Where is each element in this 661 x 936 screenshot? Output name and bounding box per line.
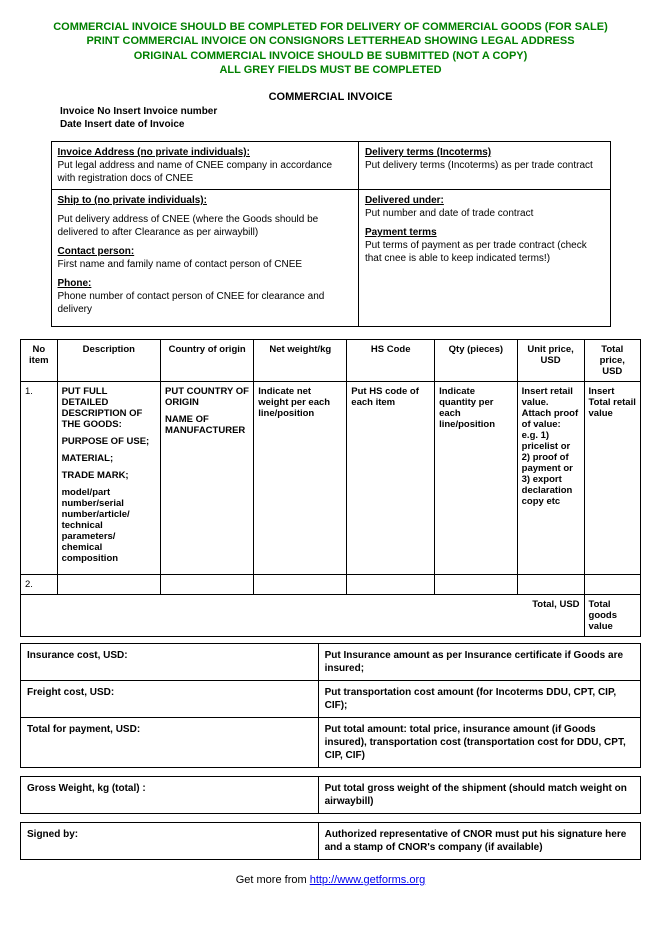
col-description: Description bbox=[57, 340, 160, 382]
header-line: ORIGINAL COMMERCIAL INVOICE SHOULD BE SU… bbox=[20, 49, 641, 63]
phone-heading: Phone: bbox=[58, 278, 92, 289]
ship-to-heading: Ship to (no private individuals): bbox=[58, 195, 207, 206]
footer: Get more from http://www.getforms.org bbox=[20, 874, 641, 886]
total-label: Total, USD bbox=[21, 595, 585, 637]
total-payment-label: Total for payment, USD: bbox=[21, 718, 319, 768]
info-table: Invoice Address (no private individuals)… bbox=[51, 141, 611, 327]
invoice-address-text: Put legal address and name of CNEE compa… bbox=[58, 160, 333, 184]
cell-no: 2. bbox=[21, 575, 58, 595]
signed-label: Signed by: bbox=[21, 823, 319, 860]
freight-label: Freight cost, USD: bbox=[21, 681, 319, 718]
cell-up: Insert retail value. Attach proof of val… bbox=[517, 382, 584, 575]
footer-prefix: Get more from bbox=[236, 874, 310, 886]
invoice-meta: Invoice No Insert Invoice number Date In… bbox=[60, 105, 641, 131]
cell-qty: Indicate quantity per each line/position bbox=[435, 382, 518, 575]
gross-weight-label: Gross Weight, kg (total) : bbox=[21, 777, 319, 814]
header-line: PRINT COMMERCIAL INVOICE ON CONSIGNORS L… bbox=[20, 34, 641, 48]
delivered-under-heading: Delivered under: bbox=[365, 195, 444, 206]
items-table: No item Description Country of origin Ne… bbox=[20, 339, 641, 637]
desc-line: PURPOSE OF USE; bbox=[62, 436, 156, 447]
footer-link[interactable]: http://www.getforms.org bbox=[310, 874, 426, 886]
total-value: Total goods value bbox=[584, 595, 640, 637]
col-total-price: Total price, USD bbox=[584, 340, 640, 382]
invoice-number-line: Invoice No Insert Invoice number bbox=[60, 105, 641, 118]
phone-text: Phone number of contact person of CNEE f… bbox=[58, 291, 325, 315]
col-net-weight: Net weight/kg bbox=[254, 340, 347, 382]
insurance-label: Insurance cost, USD: bbox=[21, 644, 319, 681]
col-country: Country of origin bbox=[161, 340, 254, 382]
payment-terms-text: Put terms of payment as per trade contra… bbox=[365, 240, 587, 264]
instructions-header: COMMERCIAL INVOICE SHOULD BE COMPLETED F… bbox=[20, 20, 641, 77]
delivered-under-text: Put number and date of trade contract bbox=[365, 208, 533, 219]
desc-line: TRADE MARK; bbox=[62, 470, 156, 481]
cell-hs: Put HS code of each item bbox=[347, 382, 435, 575]
coo-line: NAME OF MANUFACTURER bbox=[165, 414, 249, 436]
delivery-terms-heading: Delivery terms (Incoterms) bbox=[365, 147, 491, 158]
signed-table: Signed by: Authorized representative of … bbox=[20, 822, 641, 860]
desc-line: MATERIAL; bbox=[62, 453, 156, 464]
item-row: 2. bbox=[21, 575, 641, 595]
cell-tp: Insert Total retail value bbox=[584, 382, 640, 575]
gross-weight-text: Put total gross weight of the shipment (… bbox=[318, 777, 640, 814]
col-hs-code: HS Code bbox=[347, 340, 435, 382]
ship-to-text: Put delivery address of CNEE (where the … bbox=[58, 214, 319, 238]
desc-line: PUT FULL DETAILED DESCRIPTION OF THE GOO… bbox=[62, 386, 156, 430]
total-row: Total, USD Total goods value bbox=[21, 595, 641, 637]
desc-line: model/part number/serial number/article/… bbox=[62, 487, 156, 564]
header-line: COMMERCIAL INVOICE SHOULD BE COMPLETED F… bbox=[20, 20, 641, 34]
col-unit-price: Unit price, USD bbox=[517, 340, 584, 382]
contact-heading: Contact person: bbox=[58, 246, 135, 257]
payment-terms-heading: Payment terms bbox=[365, 227, 437, 238]
contact-text: First name and family name of contact pe… bbox=[58, 259, 303, 270]
coo-line: PUT COUNTRY OF ORIGIN bbox=[165, 386, 249, 408]
cell-nw: Indicate net weight per each line/positi… bbox=[254, 382, 347, 575]
invoice-date-line: Date Insert date of Invoice bbox=[60, 118, 641, 131]
col-no: No item bbox=[21, 340, 58, 382]
costs-table: Insurance cost, USD: Put Insurance amoun… bbox=[20, 643, 641, 768]
delivery-terms-text: Put delivery terms (Incoterms) as per tr… bbox=[365, 160, 593, 171]
document-title: COMMERCIAL INVOICE bbox=[20, 91, 641, 103]
cell-no: 1. bbox=[21, 382, 58, 575]
col-qty: Qty (pieces) bbox=[435, 340, 518, 382]
total-payment-text: Put total amount: total price, insurance… bbox=[318, 718, 640, 768]
freight-text: Put transportation cost amount (for Inco… bbox=[318, 681, 640, 718]
gross-weight-table: Gross Weight, kg (total) : Put total gro… bbox=[20, 776, 641, 814]
invoice-address-heading: Invoice Address (no private individuals)… bbox=[58, 147, 250, 158]
insurance-text: Put Insurance amount as per Insurance ce… bbox=[318, 644, 640, 681]
header-line: ALL GREY FIELDS MUST BE COMPLETED bbox=[20, 63, 641, 77]
signed-text: Authorized representative of CNOR must p… bbox=[318, 823, 640, 860]
item-row: 1. PUT FULL DETAILED DESCRIPTION OF THE … bbox=[21, 382, 641, 575]
